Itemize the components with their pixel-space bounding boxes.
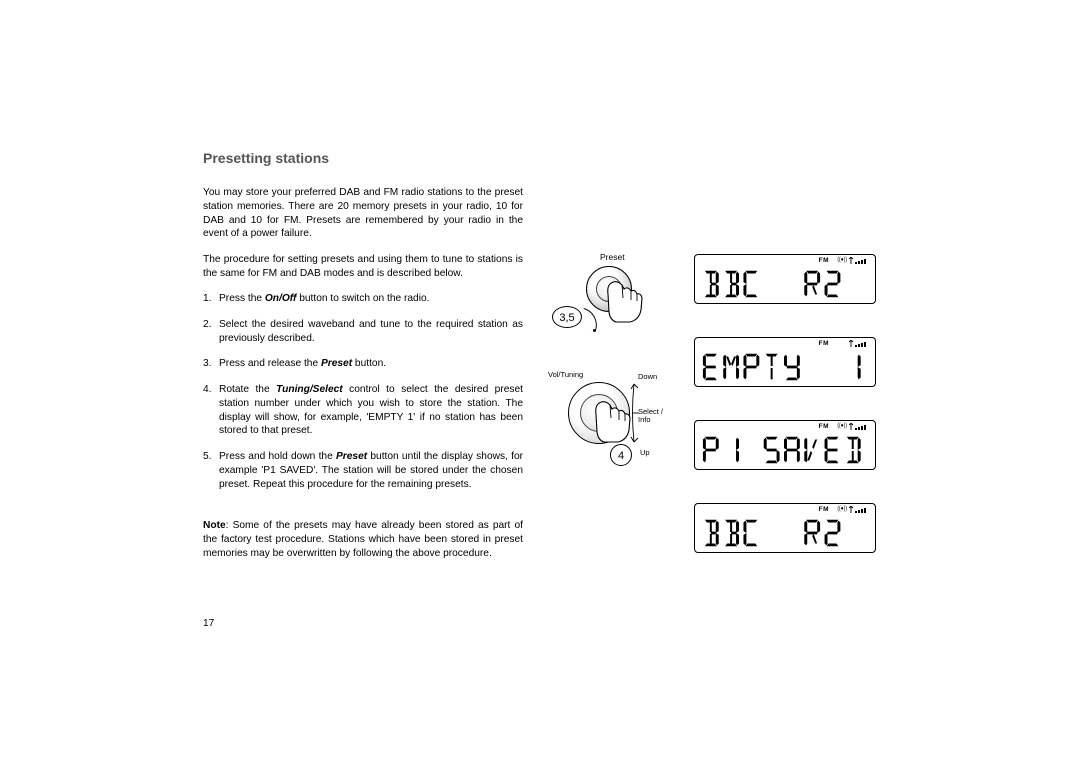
step-text: Select the desired waveband and tune to … <box>219 318 523 346</box>
step-5: 5. Press and hold down the Preset button… <box>203 450 523 491</box>
step-number: 2. <box>203 318 219 346</box>
intro-paragraph-1: You may store your preferred DAB and FM … <box>203 186 523 241</box>
bold-text: Preset <box>336 451 367 462</box>
lcd-text <box>695 265 875 303</box>
fm-indicator: FM <box>819 506 829 513</box>
text: Press and release the <box>219 358 321 369</box>
step-number: 3. <box>203 357 219 371</box>
step-number: 4. <box>203 383 219 438</box>
callout-dot <box>593 329 596 332</box>
note-text: : Some of the presets may have already b… <box>203 520 523 559</box>
page-number: 17 <box>203 618 214 629</box>
lcd-column: FM ((●)) FM <box>694 254 876 586</box>
step-3: 3. Press and release the Preset button. <box>203 357 523 371</box>
vol-tuning-label: Vol/Tuning <box>548 370 583 379</box>
step-text: Press the On/Off button to switch on the… <box>219 292 523 306</box>
intro-paragraph-2: The procedure for setting presets and us… <box>203 253 523 281</box>
text: Press and hold down the <box>219 451 336 462</box>
signal-icon <box>849 340 869 348</box>
fm-indicator: FM <box>819 423 829 430</box>
up-label: Up <box>640 448 650 457</box>
manual-page: Presetting stations You may store your p… <box>0 0 1080 763</box>
bold-text: Tuning/Select <box>276 384 343 395</box>
down-label: Down <box>638 372 657 381</box>
lcd-display-1: FM ((●)) <box>694 254 876 304</box>
illustration: Preset 3,5 Vol/Tuning Down Select / Info… <box>548 252 668 492</box>
step-1: 1. Press the On/Off button to switch on … <box>203 292 523 306</box>
callout-curve <box>579 308 601 330</box>
bold-text: Preset <box>321 358 352 369</box>
signal-icon <box>849 423 869 431</box>
step-text: Press and release the Preset button. <box>219 357 523 371</box>
knob-arc-icon <box>630 382 654 444</box>
text: Press the <box>219 293 265 304</box>
step-text: Press and hold down the Preset button un… <box>219 450 523 491</box>
lcd-display-4: FM ((●)) <box>694 503 876 553</box>
lcd-display-3: FM ((●)) <box>694 420 876 470</box>
fm-indicator: FM <box>819 340 829 347</box>
lcd-text <box>695 348 875 386</box>
finger-press-icon <box>604 280 650 326</box>
lcd-text <box>695 514 875 552</box>
text: button. <box>352 358 386 369</box>
stereo-icon: ((●)) <box>837 256 847 263</box>
section-heading: Presetting stations <box>203 150 329 166</box>
step-4: 4. Rotate the Tuning/Select control to s… <box>203 383 523 438</box>
step-text: Rotate the Tuning/Select control to sele… <box>219 383 523 438</box>
step-number: 5. <box>203 450 219 491</box>
note-label: Note <box>203 520 226 531</box>
note-paragraph: Note: Some of the presets may have alrea… <box>203 519 523 560</box>
stereo-icon: ((●)) <box>837 505 847 512</box>
step-2: 2. Select the desired waveband and tune … <box>203 318 523 346</box>
signal-icon <box>849 506 869 514</box>
step-marker-35: 3,5 <box>552 306 582 328</box>
text: Rotate the <box>219 384 276 395</box>
lcd-text <box>695 431 875 469</box>
lcd-display-2: FM <box>694 337 876 387</box>
stereo-icon: ((●)) <box>837 422 847 429</box>
step-number: 1. <box>203 292 219 306</box>
step-marker-4: 4 <box>610 444 632 466</box>
fm-indicator: FM <box>819 257 829 264</box>
text: button to switch on the radio. <box>296 293 429 304</box>
signal-icon <box>849 257 869 265</box>
bold-text: On/Off <box>265 293 297 304</box>
preset-button-label: Preset <box>600 252 625 262</box>
steps-list: 1. Press the On/Off button to switch on … <box>203 292 523 503</box>
